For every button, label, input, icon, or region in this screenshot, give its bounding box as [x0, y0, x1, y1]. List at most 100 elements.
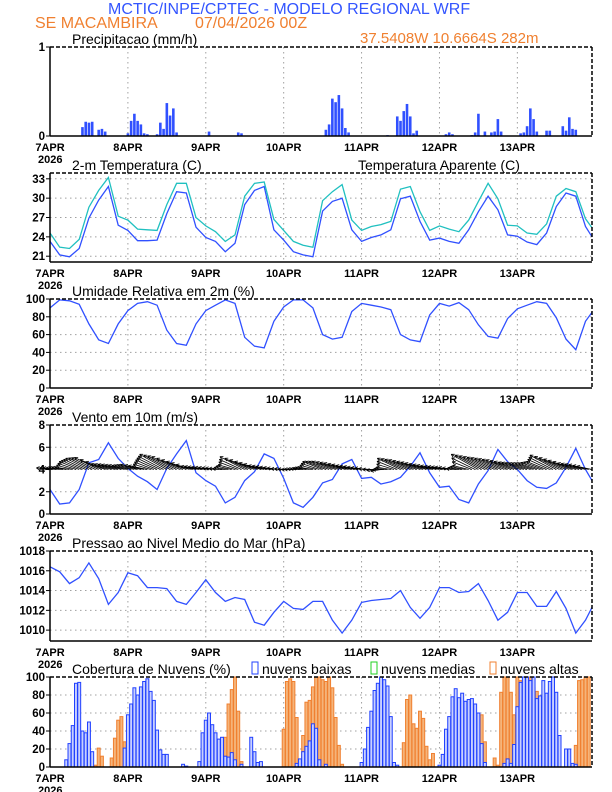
precip-bar [395, 116, 399, 136]
wind-vector-head [191, 465, 195, 468]
precip-bar [133, 113, 136, 136]
x-tick-label: 8APR [113, 268, 142, 280]
x-tick-label: 10APR [266, 394, 302, 406]
cloud-bar [158, 749, 163, 768]
cloud-bar [213, 732, 218, 768]
wind-vector-head [54, 466, 59, 470]
precip-bar [172, 108, 175, 136]
x-year-label: 2026 [38, 785, 62, 792]
wind-vector-head [534, 456, 537, 460]
wind-vector [528, 456, 554, 470]
plot-area [50, 299, 592, 388]
cloud-bar [307, 740, 312, 768]
cloud-bar [463, 700, 468, 768]
wind-vector-head [408, 463, 412, 467]
wind-vector-head [358, 466, 362, 470]
wind-vector-head [354, 466, 359, 469]
wind-vector-head [290, 468, 294, 471]
precip-bar [162, 128, 165, 136]
wind-vector [61, 460, 83, 470]
y-tick-label: 1018 [19, 546, 45, 558]
wind-vector-head [56, 464, 60, 468]
panel-3: 7APR 8APR 9APR 10APR 11APR 12APR 13APR 2026 0 2 4 6… [35, 409, 593, 544]
wind-vector-head [39, 467, 43, 471]
wind-vector-head [319, 462, 323, 466]
wind-vector-head [238, 462, 242, 466]
wind-vector-head [135, 459, 138, 463]
wind-vector-head [576, 465, 580, 469]
cloud-bar [142, 681, 147, 768]
cloud-bar [249, 736, 254, 768]
wind-vector-head [128, 464, 132, 467]
precip-bar [337, 95, 341, 136]
cloud-bar [164, 753, 169, 768]
cloud-bar [476, 712, 481, 768]
precip-bar [97, 129, 100, 136]
wind-vector-head [452, 465, 456, 469]
wind-vector-head [504, 462, 508, 466]
panel-title: Pressao ao Nivel Medio do Mar (hPa) [72, 535, 305, 551]
wind-vector-head [259, 466, 263, 470]
wind-vector-head [508, 462, 512, 466]
cloud-bar [220, 736, 224, 768]
cloud-bar [86, 721, 91, 768]
precip-bar [159, 122, 162, 136]
cloud-bar [216, 738, 221, 768]
wind-vector-head [287, 468, 291, 472]
precip-bar [129, 120, 133, 136]
wind-vector-head [448, 467, 452, 471]
wind-vector-head [400, 462, 404, 466]
cloud-bar [233, 759, 237, 768]
wind-vector [143, 454, 171, 470]
wind-vector-head [335, 464, 340, 466]
cloud-bar [281, 728, 286, 768]
cloud-bar [580, 679, 585, 768]
wind-vector [568, 464, 586, 470]
wind-vector-head [442, 466, 446, 469]
cloud-bar [132, 687, 137, 768]
wind-vector-head [362, 469, 366, 472]
wind-vector [501, 462, 521, 470]
wind-vector-head [572, 464, 577, 466]
cloud-bar [258, 761, 263, 768]
wind-vector-head [568, 464, 572, 468]
wind-vector-head [218, 461, 222, 465]
precip-bar [236, 132, 240, 136]
cloud-bar [200, 732, 205, 768]
x-tick-label: 8APR [113, 142, 142, 154]
wind-vector-head [538, 457, 542, 461]
wind-vector-head [277, 468, 282, 472]
wind-vector [305, 461, 327, 470]
wind-vector-head [508, 462, 513, 464]
cloud-bar [207, 712, 211, 768]
wind-vector-head [201, 466, 206, 469]
precip-bar [142, 133, 146, 136]
x-tick-label: 13APR [500, 647, 536, 659]
wind-vector [298, 466, 313, 470]
wind-vector-head [36, 467, 40, 471]
cloud-bar [554, 691, 559, 768]
cloud-bar [90, 751, 95, 768]
x-tick-label: 8APR [113, 394, 142, 406]
cloud-bar [64, 759, 69, 768]
wind-vector [49, 467, 64, 470]
wind-vector-head [137, 455, 141, 460]
wind-vector-head [572, 465, 576, 469]
precip-bar [347, 132, 350, 136]
cloud-bar [573, 744, 578, 768]
wind-vector-head [392, 460, 396, 464]
cloud-bar [534, 698, 539, 768]
wind-vector-head [520, 462, 524, 466]
wind-vector [534, 456, 560, 470]
cloud-bar [83, 732, 88, 768]
precip-bar [444, 134, 448, 136]
precip-bar [344, 127, 347, 136]
cloud-bar [223, 755, 228, 768]
wind-vector-head [376, 463, 380, 467]
cloud-bar [96, 747, 101, 768]
wind-vector [295, 467, 310, 470]
precip-bar [548, 130, 552, 136]
wind-vector-head [527, 459, 531, 463]
cloud-bar [388, 716, 393, 768]
wind-vector-head [104, 463, 109, 466]
